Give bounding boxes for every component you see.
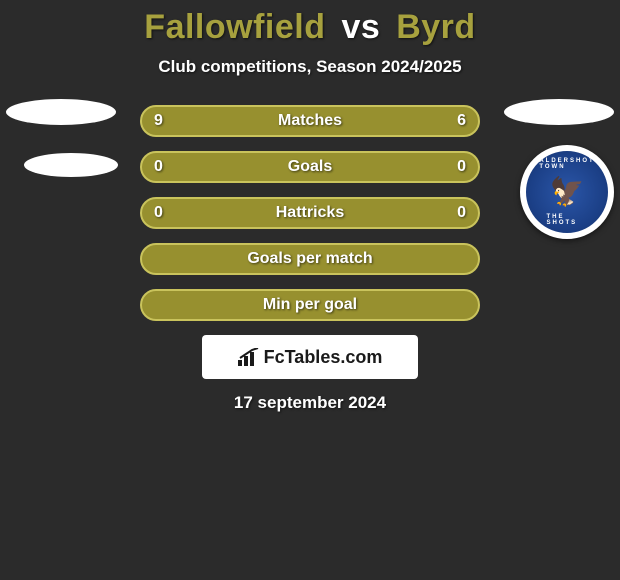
stat-label: Min per goal	[263, 296, 357, 314]
page-title: Fallowfield vs Byrd	[0, 8, 620, 47]
stat-label: Goals per match	[247, 250, 372, 268]
player2-name: Byrd	[396, 8, 475, 46]
stat-left-value: 0	[154, 204, 163, 222]
player1-name: Fallowfield	[144, 8, 325, 46]
stat-label: Matches	[278, 112, 342, 130]
crest-glyph: 🦅	[550, 178, 585, 206]
stat-left-value: 0	[154, 158, 163, 176]
left-ellipse-1	[6, 99, 116, 125]
left-ellipse-2	[24, 153, 118, 177]
subtitle: Club competitions, Season 2024/2025	[0, 57, 620, 77]
brand-text: FcTables.com	[264, 347, 383, 368]
date-line: 17 september 2024	[0, 393, 620, 413]
stat-bar: 0 Hattricks 0	[140, 197, 480, 229]
stat-bar: Min per goal	[140, 289, 480, 321]
stat-bar: 9 Matches 6	[140, 105, 480, 137]
stat-right-value: 0	[457, 204, 466, 222]
stat-label: Goals	[288, 158, 332, 176]
stat-label: Hattricks	[276, 204, 344, 222]
crest-ring: ALDERSHOT TOWN THE SHOTS	[526, 151, 608, 233]
club-crest: 🦅 ALDERSHOT TOWN THE SHOTS	[520, 145, 614, 239]
brand-box[interactable]: FcTables.com	[202, 335, 418, 379]
stat-left-value: 9	[154, 112, 163, 130]
stat-right-value: 6	[457, 112, 466, 130]
crest-ring-bottom: THE SHOTS	[547, 214, 588, 226]
crest-ring-top: ALDERSHOT TOWN	[539, 158, 594, 170]
brand-chart-icon	[238, 348, 260, 366]
stat-right-value: 0	[457, 158, 466, 176]
right-ellipse-1	[504, 99, 614, 125]
stat-bars: 9 Matches 6 0 Goals 0 0 Hattricks 0 Goals per mat…	[140, 105, 480, 321]
page-root: Fallowfield vs Byrd Club competitions, S…	[0, 0, 620, 413]
stats-zone: 🦅 ALDERSHOT TOWN THE SHOTS 9 Matches 6 0 Goa…	[0, 105, 620, 321]
vs-label: vs	[341, 8, 380, 46]
stat-bar: Goals per match	[140, 243, 480, 275]
stat-bar: 0 Goals 0	[140, 151, 480, 183]
